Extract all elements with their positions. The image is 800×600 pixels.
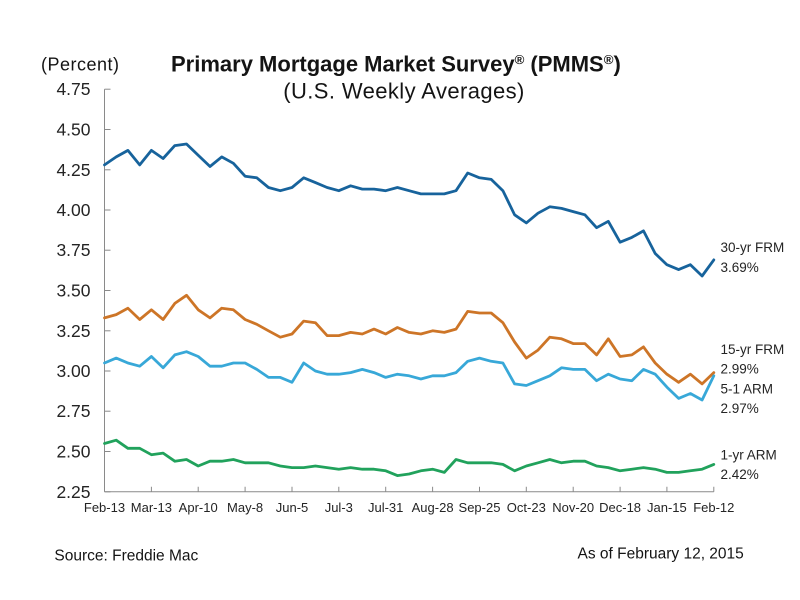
svg-text:2.99%: 2.99% (721, 362, 759, 377)
svg-text:Feb-13: Feb-13 (84, 500, 125, 515)
svg-text:15-yr FRM: 15-yr FRM (721, 342, 785, 357)
svg-text:4.00: 4.00 (56, 200, 90, 220)
svg-text:3.25: 3.25 (56, 321, 90, 341)
svg-text:4.75: 4.75 (56, 79, 90, 99)
svg-text:May-8: May-8 (227, 500, 263, 515)
svg-text:30-yr FRM: 30-yr FRM (721, 240, 785, 255)
svg-text:1-yr ARM: 1-yr ARM (721, 448, 777, 463)
svg-text:(U.S. Weekly Averages): (U.S. Weekly Averages) (283, 79, 525, 104)
svg-text:Feb-12: Feb-12 (693, 500, 734, 515)
svg-text:Source: Freddie Mac: Source: Freddie Mac (54, 547, 198, 564)
svg-text:3.75: 3.75 (56, 240, 90, 260)
svg-text:Primary Mortgage Market Survey: Primary Mortgage Market Survey® (PMMS®) (171, 52, 621, 77)
svg-text:(Percent): (Percent) (41, 55, 120, 75)
svg-text:Apr-10: Apr-10 (179, 500, 218, 515)
svg-text:Aug-28: Aug-28 (412, 500, 454, 515)
svg-text:Sep-25: Sep-25 (459, 500, 501, 515)
svg-text:Jun-5: Jun-5 (276, 500, 309, 515)
svg-text:Oct-23: Oct-23 (507, 500, 546, 515)
svg-text:2.75: 2.75 (56, 401, 90, 421)
svg-text:4.50: 4.50 (56, 120, 90, 140)
svg-text:Dec-18: Dec-18 (599, 500, 641, 515)
svg-text:3.69%: 3.69% (721, 260, 759, 275)
svg-text:Nov-20: Nov-20 (552, 500, 594, 515)
svg-text:Mar-13: Mar-13 (131, 500, 172, 515)
svg-text:2.25: 2.25 (56, 482, 90, 502)
svg-text:4.25: 4.25 (56, 160, 90, 180)
svg-text:3.00: 3.00 (56, 361, 90, 381)
svg-text:3.50: 3.50 (56, 281, 90, 301)
svg-text:As of February 12, 2015: As of February 12, 2015 (578, 545, 744, 562)
svg-text:Jul-31: Jul-31 (368, 500, 403, 515)
svg-text:Jul-3: Jul-3 (325, 500, 353, 515)
svg-text:5-1 ARM: 5-1 ARM (721, 381, 774, 396)
svg-text:Jan-15: Jan-15 (647, 500, 687, 515)
svg-text:2.42%: 2.42% (721, 467, 759, 482)
svg-text:2.50: 2.50 (56, 442, 90, 462)
svg-text:2.97%: 2.97% (721, 401, 759, 416)
